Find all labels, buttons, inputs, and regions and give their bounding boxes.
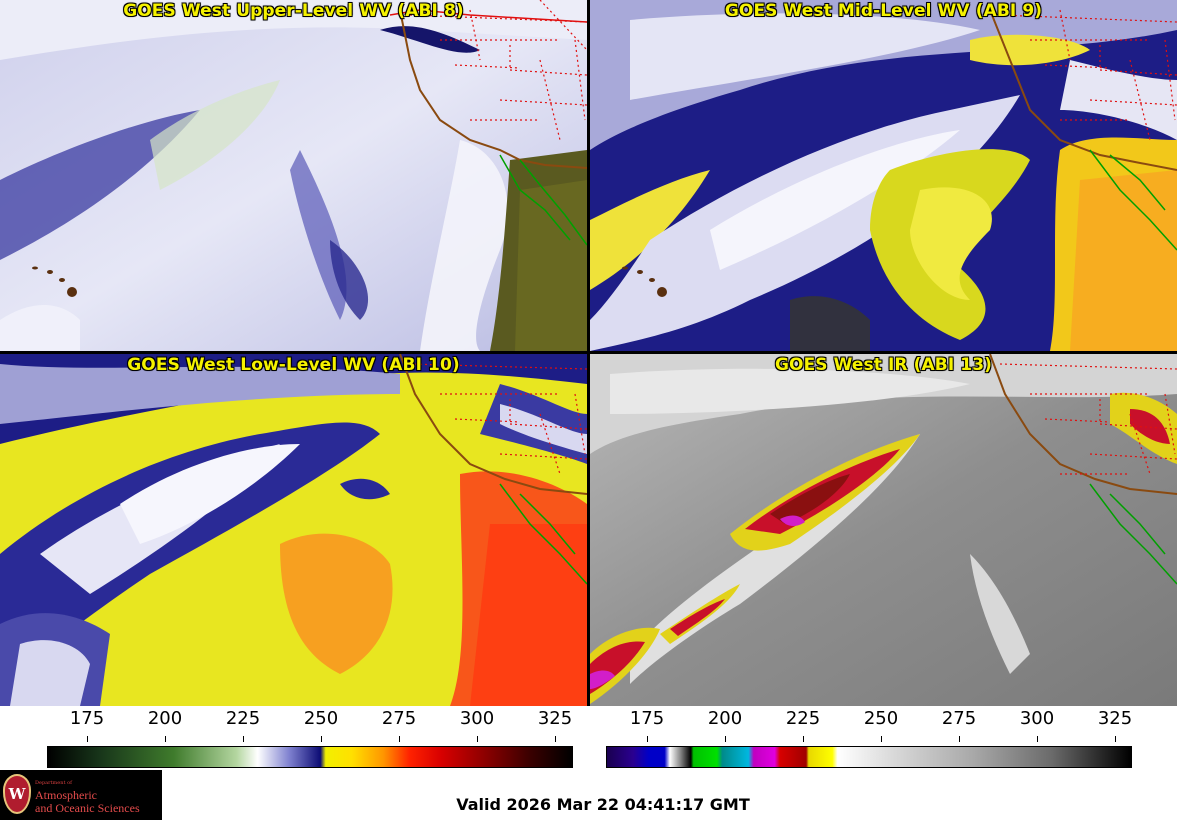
wv-tick-mark	[243, 736, 244, 742]
panel-ir: GOES West IR (ABI 13)	[590, 354, 1177, 706]
ir-tick-mark	[803, 736, 804, 742]
uw-aos-logo: W Department of Atmospheric and Oceanic …	[0, 770, 162, 820]
ir-colorbar-gradient	[606, 746, 1132, 768]
panel-low-level-wv: GOES West Low-Level WV (ABI 10)	[0, 354, 587, 706]
panel-title-upper-level: GOES West Upper-Level WV (ABI 8)	[123, 1, 464, 21]
wv-tick-label: 275	[381, 708, 417, 729]
wv-tick-mark	[555, 736, 556, 742]
wv-tick-mark	[87, 736, 88, 742]
logo-line-1: Atmospheric	[35, 788, 97, 802]
horizontal-divider	[0, 351, 1177, 354]
ir-tick-label: 300	[1019, 708, 1055, 729]
panel-title-ir: GOES West IR (ABI 13)	[774, 355, 992, 375]
wv-colorbar-gradient	[47, 746, 573, 768]
ir-colorbar: 175 200 225 250 275 300 325	[590, 708, 1177, 768]
wv-tick-label: 250	[303, 708, 339, 729]
panel-title-mid-level: GOES West Mid-Level WV (ABI 9)	[724, 1, 1043, 21]
ir-tick-label: 175	[629, 708, 665, 729]
wv-tick-label: 300	[459, 708, 495, 729]
wv-tick-mark	[165, 736, 166, 742]
ir-tick-label: 250	[863, 708, 899, 729]
logo-department: Department of	[35, 780, 72, 786]
uw-seal-icon: W	[3, 774, 31, 814]
ir-image	[590, 354, 1177, 706]
wv-tick-label: 325	[537, 708, 573, 729]
logo-line-2: and Oceanic Sciences	[35, 801, 140, 815]
panel-upper-level-wv: GOES West Upper-Level WV (ABI 8)	[0, 0, 587, 351]
panel-title-low-level: GOES West Low-Level WV (ABI 10)	[127, 355, 460, 375]
wv-tick-mark	[477, 736, 478, 742]
low-level-wv-image	[0, 354, 587, 706]
ir-tick-mark	[959, 736, 960, 742]
ir-tick-mark	[1037, 736, 1038, 742]
valid-time: Valid 2026 Mar 22 04:41:17 GMT	[456, 795, 750, 814]
ir-tick-label: 200	[707, 708, 743, 729]
ir-tick-mark	[725, 736, 726, 742]
ir-tick-label: 225	[785, 708, 821, 729]
mid-level-wv-image	[590, 0, 1177, 351]
wv-tick-mark	[399, 736, 400, 742]
ir-tick-mark	[881, 736, 882, 742]
wv-colorbar: 175 200 225 250 275 300 325	[0, 708, 590, 768]
ir-tick-mark	[1115, 736, 1116, 742]
wv-tick-mark	[321, 736, 322, 742]
wv-tick-label: 200	[147, 708, 183, 729]
panel-mid-level-wv: GOES West Mid-Level WV (ABI 9)	[590, 0, 1177, 351]
upper-level-wv-image	[0, 0, 587, 351]
ir-tick-label: 275	[941, 708, 977, 729]
ir-tick-mark	[647, 736, 648, 742]
wv-tick-label: 175	[69, 708, 105, 729]
wv-tick-label: 225	[225, 708, 261, 729]
ir-tick-label: 325	[1097, 708, 1133, 729]
